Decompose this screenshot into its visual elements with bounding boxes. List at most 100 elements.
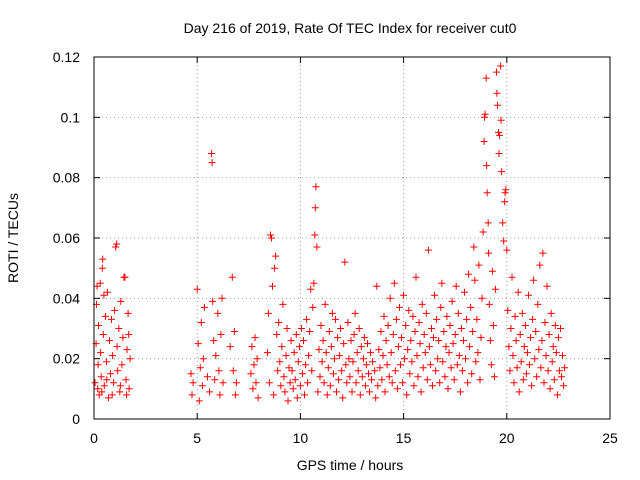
data-point [540,379,548,387]
data-point [410,382,418,390]
data-point [509,352,517,360]
data-point [433,315,441,323]
data-point [325,328,333,335]
data-point [96,279,104,287]
data-point [313,243,321,251]
y-tick-label: 0.12 [53,49,80,65]
data-point [467,303,475,311]
data-point [188,391,196,399]
data-point [384,322,392,329]
data-point [438,279,446,287]
data-point [481,113,488,121]
data-point [100,291,108,299]
data-point [514,288,522,296]
data-point [347,337,355,345]
data-point [430,334,437,342]
data-point [277,382,285,390]
data-point [537,364,545,372]
data-point [340,340,348,348]
data-point [204,373,211,381]
data-point [286,379,294,387]
data-point [335,376,343,384]
data-point [101,312,109,320]
data-point [372,394,380,402]
data-point [473,315,481,323]
data-point [314,388,322,396]
data-point [373,282,381,290]
data-point [358,373,366,381]
data-point [485,300,493,308]
data-point [99,255,107,263]
data-point [469,328,477,335]
data-point [412,273,420,281]
data-point [477,334,485,342]
data-point [356,391,364,399]
data-point [200,303,208,311]
data-point [102,358,110,366]
data-point [511,312,519,320]
data-point [501,198,509,206]
data-point [362,361,370,369]
data-point [219,379,227,387]
data-point [447,364,455,372]
data-point [94,361,102,369]
chart-title: Day 216 of 2019, Rate Of TEC Index for r… [184,20,517,36]
data-point [218,294,226,302]
data-point [118,361,126,369]
data-point [274,367,282,375]
data-point [97,349,105,357]
data-point [530,276,538,284]
data-point [528,382,536,390]
data-point [418,300,426,308]
data-point [534,300,542,308]
data-point [497,116,505,124]
data-point [99,331,107,338]
data-point [284,397,292,405]
data-point [115,325,123,332]
data-point [98,264,106,272]
data-point [388,379,396,387]
data-point [210,337,218,345]
data-point [499,219,507,227]
data-point [555,367,563,375]
data-point [381,388,389,396]
data-point [504,306,512,314]
data-point [437,303,445,311]
x-tick-label: 15 [396,430,412,446]
data-point [103,376,111,384]
data-point [249,385,257,393]
data-point [471,276,479,284]
data-point [199,355,207,363]
data-point [420,331,428,338]
data-point [543,282,551,290]
data-point [559,352,566,360]
data-point [279,300,287,308]
data-point [269,282,276,290]
data-point [541,319,549,326]
data-point [311,204,319,212]
data-point [364,340,371,348]
data-point [515,388,523,396]
data-point [211,376,219,384]
data-point [322,349,330,357]
data-point [538,337,546,345]
y-tick-label: 0.04 [53,290,80,306]
data-point [483,162,491,170]
data-point [123,346,131,354]
data-point [554,334,562,342]
data-point [265,379,273,387]
data-point [209,297,217,305]
data-point [380,312,388,320]
data-point [397,361,404,369]
data-point [343,379,351,387]
axis-ticks [93,56,611,420]
data-point [253,355,261,363]
data-point [268,234,275,242]
data-point [334,334,342,342]
x-axis-label: GPS time / hours [297,457,404,473]
data-point [479,228,487,236]
data-point [212,352,220,360]
data-point [273,331,281,338]
data-point [339,394,347,402]
data-point [476,376,484,384]
